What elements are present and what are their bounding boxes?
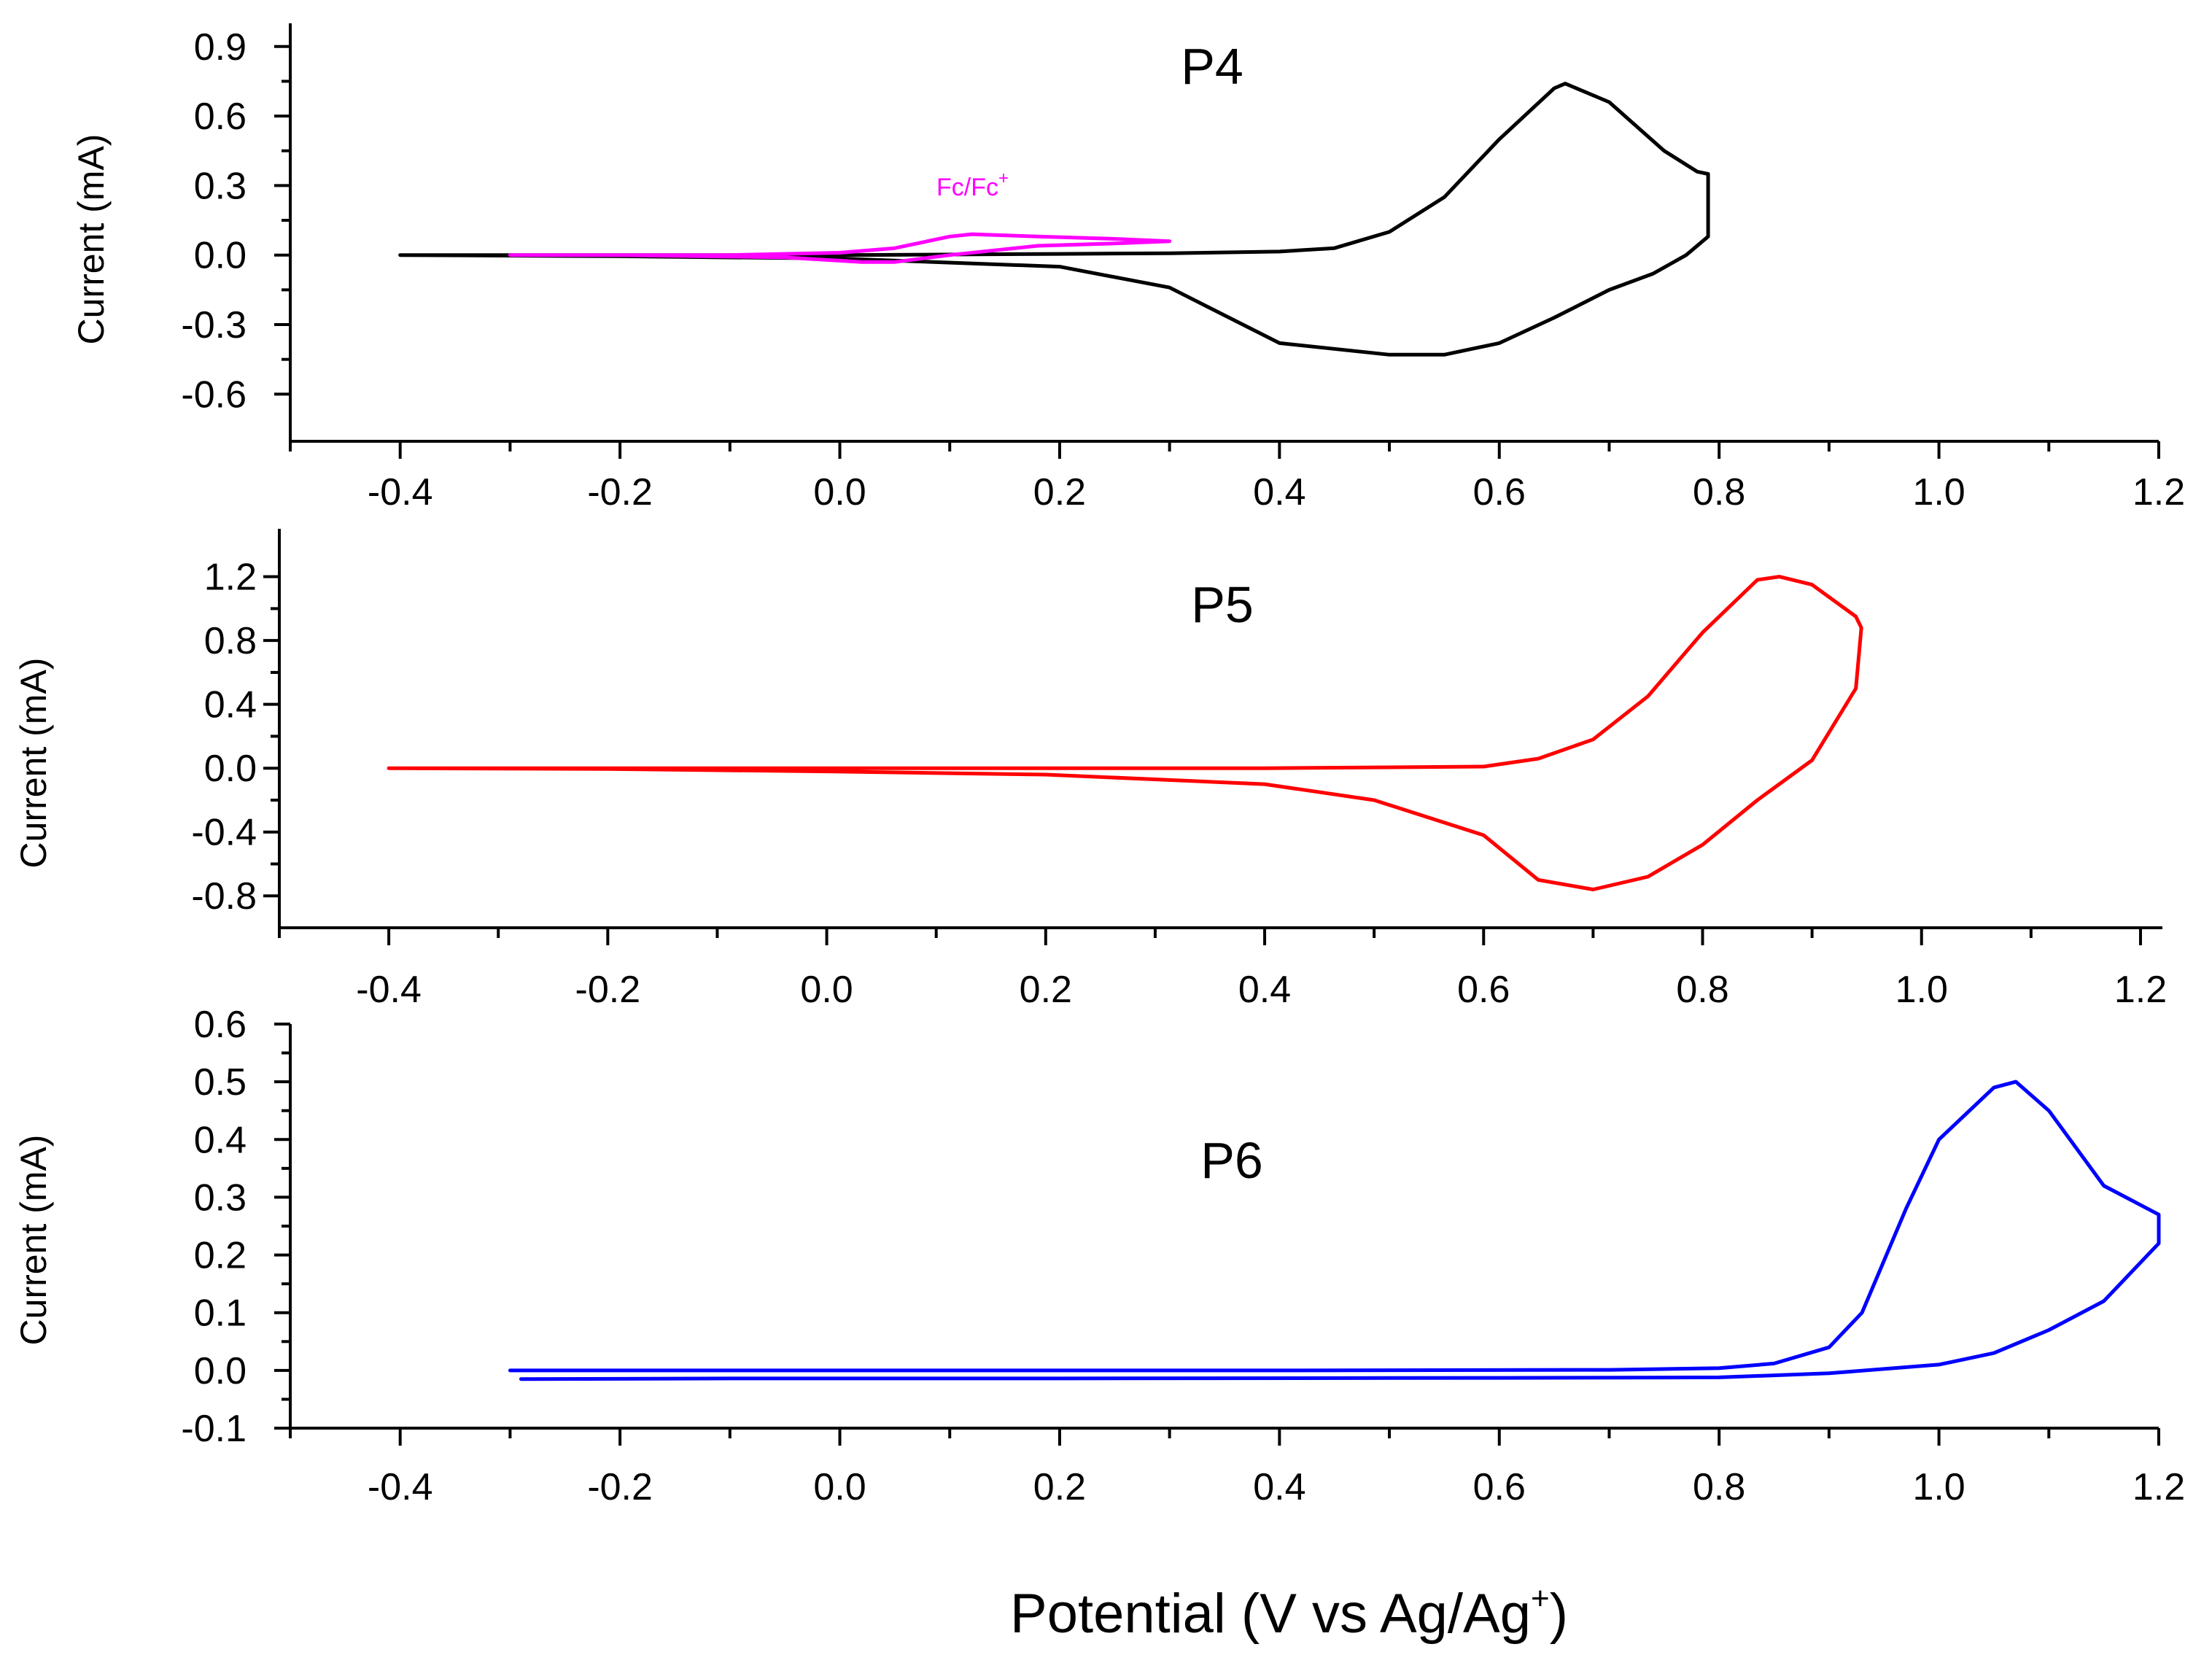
series-line-fc-fc [508,232,1172,264]
x-tick-label-p4: -0.2 [587,471,653,513]
y-axis-title-p5: Current (mA) [13,658,54,869]
y-tick-label-p4: 0.0 [194,235,247,277]
y-tick-label-p6: 0.4 [194,1119,247,1161]
series-line-p5 [387,575,1863,891]
x-tick-label-p5: -0.2 [575,969,641,1011]
plot-area-p4: -0.6 -0.3 0.0 0.3 0.6 0.9 -0.4 -0.2 0.0 0.2 0.4 0.6… [181,23,2185,513]
x-tick-label-p5: 0.8 [1676,969,1728,1011]
x-tick-label-p5: -0.4 [356,969,422,1011]
y-tick-label-p6: -0.1 [181,1408,247,1450]
panel-p5: -0.8 -0.4 0.0 0.4 0.8 1.2 -0.4 -0.2 0.0 0.2 0.4 0.6… [13,529,2167,1011]
y-tick-label-p6: 0.6 [194,1004,247,1046]
y-tick-label-p5: -0.8 [191,875,257,918]
x-tick-label-p4: 1.2 [2133,471,2185,513]
y-tick-label-p5: 1.2 [204,557,257,599]
y-tick-label-p5: 0.8 [204,620,257,662]
x-tick-label-p6: 1.0 [1912,1466,1965,1508]
y-tick-label-p4: -0.3 [181,304,247,346]
x-tick-label-p6: 0.6 [1473,1466,1526,1508]
x-tick-label-p5: 1.2 [2114,969,2167,1011]
x-tick-label-p5: 0.2 [1020,969,1072,1011]
x-tick-label-p4: -0.4 [368,471,433,513]
x-tick-label-p6: 0.4 [1253,1466,1305,1508]
x-tick-label-p5: 0.4 [1238,969,1291,1011]
y-tick-label-p6: 0.3 [194,1176,247,1219]
plot-area-p5: -0.8 -0.4 0.0 0.4 0.8 1.2 -0.4 -0.2 0.0 0.2 0.4 0.6… [191,529,2167,1011]
x-tick-label-p6: 0.0 [813,1466,866,1508]
fc-annotation-label: Fc/Fc+ [936,168,1009,201]
x-tick-label-p4: 0.8 [1693,471,1745,513]
y-axis-title-p6: Current (mA) [13,1135,54,1346]
panel-title-p5: P5 [1191,576,1254,633]
x-tick-label-p5: 1.0 [1895,969,1948,1011]
x-tick-label-p4: 0.4 [1253,471,1305,513]
y-tick-label-p4: 0.3 [194,165,247,207]
x-tick-label-p5: 0.6 [1457,969,1510,1011]
y-axis-title-p4: Current (mA) [71,134,112,345]
x-tick-label-p4: 0.2 [1033,471,1086,513]
x-tick-label-p6: -0.4 [368,1466,433,1508]
panel-title-p6: P6 [1200,1132,1263,1189]
plot-area-p6: -0.1 0.0 0.1 0.2 0.3 0.4 0.5 0.6 -0.4 -0.2 0.0 0.2 0… [181,1004,2185,1508]
y-tick-label-p5: 0.4 [204,684,257,726]
x-axis-title: Potential (V vs Ag/Ag+) [1010,1581,1568,1645]
y-tick-label-p6: 0.5 [194,1061,247,1104]
y-tick-label-p4: 0.6 [194,96,247,138]
x-tick-label-p6: 1.2 [2133,1466,2185,1508]
y-tick-label-p6: 0.0 [194,1350,247,1392]
x-tick-label-p4: 1.0 [1912,471,1965,513]
x-tick-label-p4: 0.6 [1473,471,1526,513]
panel-title-p4: P4 [1181,38,1243,95]
x-tick-label-p5: 0.0 [800,969,853,1011]
y-tick-label-p5: 0.0 [204,748,257,790]
x-tick-label-p6: -0.2 [587,1466,653,1508]
panel-p4: -0.6 -0.3 0.0 0.3 0.6 0.9 -0.4 -0.2 0.0 0.2 0.4 0.6… [71,23,2185,513]
y-tick-label-p6: 0.2 [194,1235,247,1277]
y-tick-label-p4: 0.9 [194,26,247,69]
panel-p6: -0.1 0.0 0.1 0.2 0.3 0.4 0.5 0.6 -0.4 -0.2 0.0 0.2 0… [13,1004,2185,1508]
y-tick-label-p4: -0.6 [181,373,247,416]
y-tick-label-p5: -0.4 [191,812,257,854]
series-line-p6 [508,1079,2161,1381]
series-line-p4 [398,82,1710,357]
x-tick-label-p6: 0.2 [1033,1466,1086,1508]
x-tick-label-p4: 0.0 [813,471,866,513]
y-tick-label-p6: 0.1 [194,1292,247,1335]
x-tick-label-p6: 0.8 [1693,1466,1745,1508]
